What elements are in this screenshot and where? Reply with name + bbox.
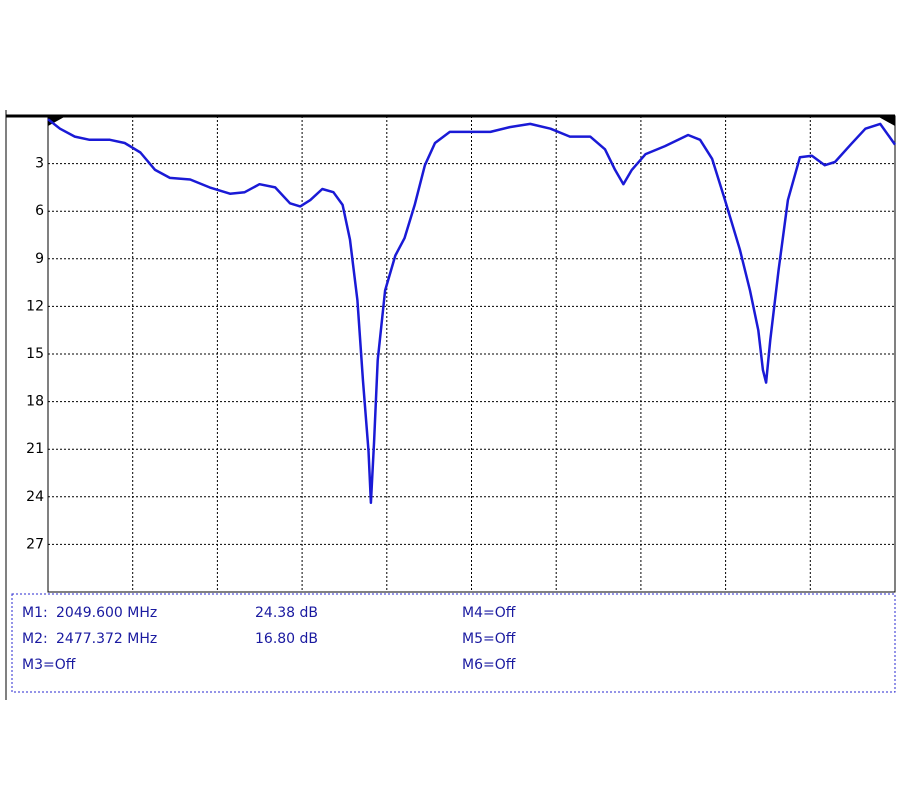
y-tick-label: 3 [35, 156, 44, 172]
y-tick-label: 27 [26, 536, 44, 552]
corner-right [877, 116, 895, 126]
marker-off: M5=Off [462, 631, 516, 647]
marker-freq: 2049.600 MHz [56, 605, 157, 621]
marker-level: 24.38 dB [255, 605, 318, 621]
marker-name: M1: [22, 605, 48, 621]
y-tick-label: 15 [26, 346, 44, 362]
y-tick-label: 6 [35, 203, 44, 219]
marker-box [11, 593, 896, 693]
marker-name: M2: [22, 631, 48, 647]
trace [47, 118, 897, 505]
y-tick-label: 9 [35, 251, 44, 267]
y-tick-label: 12 [26, 298, 44, 314]
marker-freq: 2477.372 MHz [56, 631, 157, 647]
y-tick-label: 18 [26, 394, 44, 410]
marker-level: 16.80 dB [255, 631, 318, 647]
y-tick-label: 24 [26, 489, 44, 505]
marker-off: M6=Off [462, 657, 516, 673]
y-tick-label: 21 [26, 441, 44, 457]
marker-off: M3=Off [22, 657, 76, 673]
marker-off: M4=Off [462, 605, 516, 621]
